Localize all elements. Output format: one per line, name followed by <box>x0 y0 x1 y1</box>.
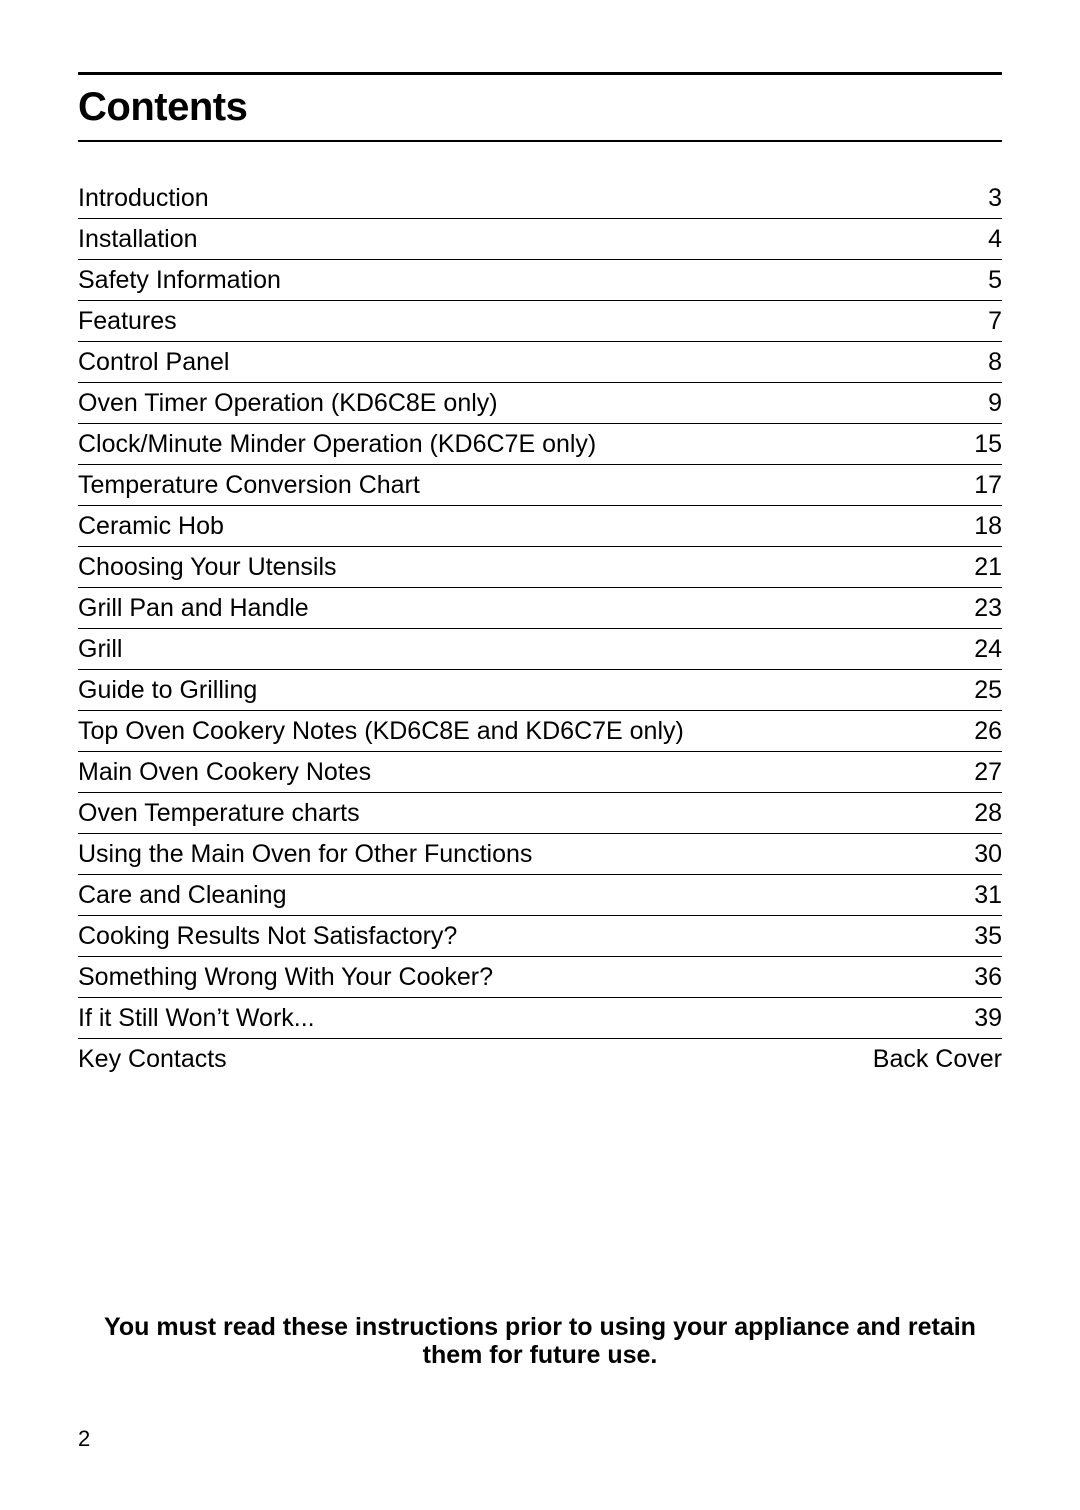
toc-page: 30 <box>962 839 1002 869</box>
toc-title: Control Panel <box>78 347 962 377</box>
toc-page: 26 <box>962 716 1002 746</box>
toc-row: Ceramic Hob18 <box>78 506 1002 547</box>
page-number: 2 <box>78 1426 90 1452</box>
toc-page: 3 <box>962 183 1002 213</box>
toc-row: Oven Timer Operation (KD6C8E only)9 <box>78 383 1002 424</box>
toc-title: Top Oven Cookery Notes (KD6C8E and KD6C7… <box>78 716 962 746</box>
toc-title: Safety Information <box>78 265 962 295</box>
toc-page: Back Cover <box>873 1044 1002 1074</box>
toc-page: 24 <box>962 634 1002 664</box>
toc-row: Top Oven Cookery Notes (KD6C8E and KD6C7… <box>78 711 1002 752</box>
toc-page: 18 <box>962 511 1002 541</box>
toc-page: 4 <box>962 224 1002 254</box>
toc-page: 35 <box>962 921 1002 951</box>
toc-page: 23 <box>962 593 1002 623</box>
toc-row: Care and Cleaning31 <box>78 875 1002 916</box>
toc-row: Clock/Minute Minder Operation (KD6C7E on… <box>78 424 1002 465</box>
toc-page: 17 <box>962 470 1002 500</box>
toc-row: Features7 <box>78 301 1002 342</box>
toc-row: Guide to Grilling25 <box>78 670 1002 711</box>
toc-row: Temperature Conversion Chart17 <box>78 465 1002 506</box>
toc-title: Oven Timer Operation (KD6C8E only) <box>78 388 962 418</box>
toc-title: Something Wrong With Your Cooker? <box>78 962 962 992</box>
toc-title: Cooking Results Not Satisfactory? <box>78 921 962 951</box>
toc-title: Guide to Grilling <box>78 675 962 705</box>
toc-title: Temperature Conversion Chart <box>78 470 962 500</box>
toc-page: 5 <box>962 265 1002 295</box>
toc-page: 27 <box>962 757 1002 787</box>
page: Contents Introduction3Installation4Safet… <box>0 0 1080 1510</box>
toc-row: Installation4 <box>78 219 1002 260</box>
toc-title: Main Oven Cookery Notes <box>78 757 962 787</box>
toc-title: Ceramic Hob <box>78 511 962 541</box>
toc-page: 21 <box>962 552 1002 582</box>
toc-page: 28 <box>962 798 1002 828</box>
toc-row: Grill Pan and Handle23 <box>78 588 1002 629</box>
toc-row: Main Oven Cookery Notes27 <box>78 752 1002 793</box>
toc-page: 7 <box>962 306 1002 336</box>
toc-row: Cooking Results Not Satisfactory?35 <box>78 916 1002 957</box>
toc-title: Choosing Your Utensils <box>78 552 962 582</box>
top-rule <box>78 72 1002 75</box>
toc-page: 25 <box>962 675 1002 705</box>
toc-page: 9 <box>962 388 1002 418</box>
toc-page: 8 <box>962 347 1002 377</box>
toc-page: 15 <box>962 429 1002 459</box>
toc-title: Using the Main Oven for Other Functions <box>78 839 962 869</box>
toc-row: Control Panel8 <box>78 342 1002 383</box>
toc-title: Oven Temperature charts <box>78 798 962 828</box>
toc-title: Clock/Minute Minder Operation (KD6C7E on… <box>78 429 962 459</box>
toc-title: Features <box>78 306 962 336</box>
toc-row: Something Wrong With Your Cooker?36 <box>78 957 1002 998</box>
toc-row: If it Still Won’t Work...39 <box>78 998 1002 1039</box>
toc-row: Choosing Your Utensils21 <box>78 547 1002 588</box>
toc-page: 39 <box>962 1003 1002 1033</box>
toc-title: Care and Cleaning <box>78 880 962 910</box>
read-instructions-notice: You must read these instructions prior t… <box>78 1313 1002 1371</box>
toc-title: Grill Pan and Handle <box>78 593 962 623</box>
toc-row: Safety Information5 <box>78 260 1002 301</box>
toc-row: Key ContactsBack Cover <box>78 1039 1002 1079</box>
toc-title: Key Contacts <box>78 1044 873 1074</box>
toc-title: Grill <box>78 634 962 664</box>
toc-page: 31 <box>962 880 1002 910</box>
toc-row: Grill24 <box>78 629 1002 670</box>
contents-heading: Contents <box>78 85 1002 130</box>
toc-title: Introduction <box>78 183 962 213</box>
toc-page: 36 <box>962 962 1002 992</box>
toc-row: Introduction3 <box>78 178 1002 219</box>
toc-row: Oven Temperature charts28 <box>78 793 1002 834</box>
heading-underline <box>78 140 1002 142</box>
toc-title: Installation <box>78 224 962 254</box>
toc-title: If it Still Won’t Work... <box>78 1003 962 1033</box>
table-of-contents: Introduction3Installation4Safety Informa… <box>78 178 1002 1079</box>
toc-row: Using the Main Oven for Other Functions3… <box>78 834 1002 875</box>
